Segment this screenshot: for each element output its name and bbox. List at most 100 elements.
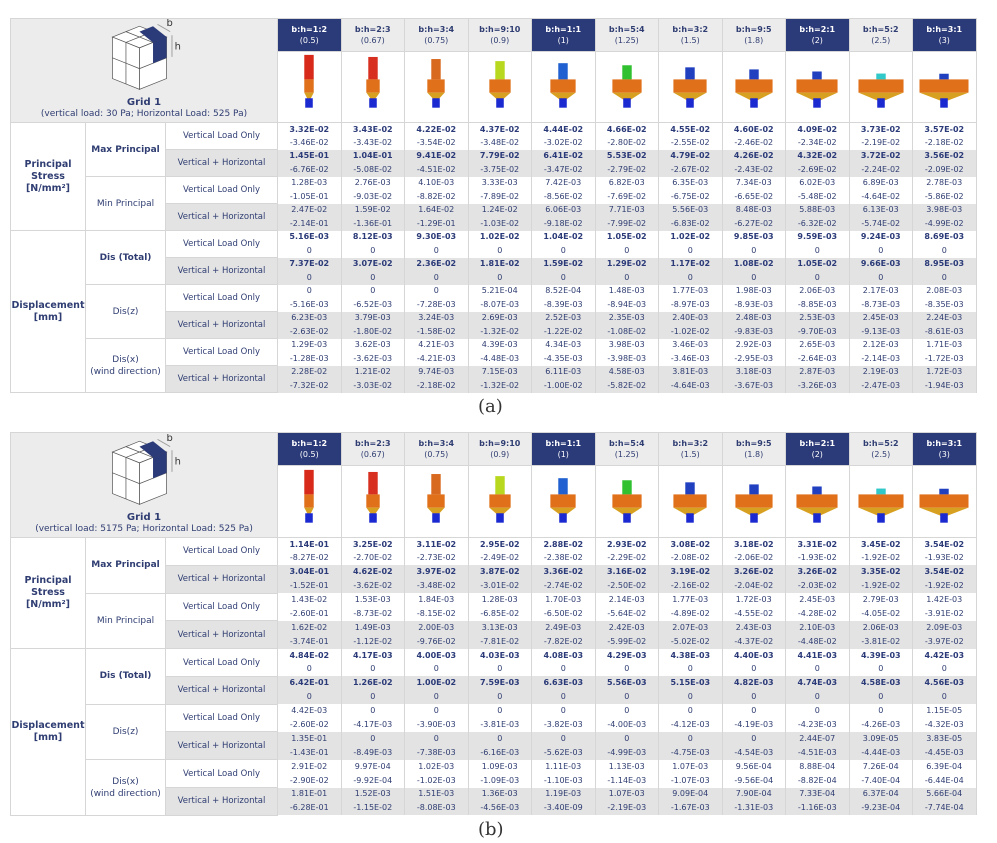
load-type-label: Vertical Load Only — [164, 537, 279, 566]
group-name: Displacement — [11, 719, 85, 731]
data-row: Min Principal Vertical Load Only 1.28E-03 2… — [11, 176, 977, 231]
ratio-value: (0.5) — [299, 35, 319, 45]
metric-name: Dis (Total) — [99, 671, 152, 682]
ratio-label: b:h=2:3 — [354, 24, 391, 34]
load-type-label: Vertical + Horizontal — [165, 149, 278, 177]
min-value-cell: 0 — [340, 244, 405, 258]
max-value-cell: 4.00E-03 — [404, 648, 469, 663]
column-header: b:h=2:1 (2) — [785, 432, 850, 466]
max-value-cell: 1.02E-02 — [467, 230, 532, 244]
min-value-cell: -1.93E-02 — [912, 551, 977, 566]
min-value-cell: -7.28E-03 — [404, 298, 469, 312]
min-value-cell: 0 — [531, 662, 596, 677]
max-value-cell: 2.45E-03 — [785, 593, 850, 607]
column-header: b:h=3:4 (0.75) — [404, 18, 469, 52]
min-value-cell: -6.27E-02 — [721, 217, 786, 231]
max-value-cell: 0 — [404, 731, 469, 746]
load-type-label: Vertical Load Only — [165, 284, 278, 312]
max-value-cell: 2.91E-02 — [277, 759, 342, 774]
max-value-cell: 4.03E-03 — [467, 648, 533, 663]
max-value-cell: 2.92E-03 — [721, 338, 786, 352]
column-header: b:h=3:2 (1.5) — [658, 432, 723, 466]
max-value-cell: 9.41E-02 — [404, 149, 469, 163]
max-value-cell: 2.65E-03 — [785, 338, 850, 352]
load-note: (vertical load: 5175 Pa; Horizontal Load… — [35, 524, 253, 534]
max-value-cell: 9.24E-03 — [848, 230, 913, 244]
min-value-cell: -1.09E-03 — [467, 773, 533, 788]
group-unit: [N/mm²] — [25, 599, 71, 611]
model-image — [912, 465, 977, 538]
min-value-cell: -5.99E-02 — [594, 634, 660, 649]
ratio-value: (1.8) — [744, 450, 764, 459]
min-value-cell: -5.64E-02 — [594, 606, 660, 621]
max-value-cell: 7.71E-03 — [594, 203, 659, 217]
min-value-cell: -9.03E-02 — [340, 190, 405, 204]
data-row: Vertical + Horizontal 2.47E-02 1.59E-02 1.6… — [11, 203, 977, 231]
min-value-cell: 0 — [658, 662, 723, 677]
max-value-cell: 1.77E-03 — [658, 593, 723, 607]
column-header: b:h=5:2 (2.5) — [848, 18, 913, 52]
column-header: b:h=1:2 (0.5) — [277, 18, 342, 52]
model-image — [594, 50, 659, 124]
max-value-cell: 0 — [848, 704, 914, 719]
max-value-cell: 1.17E-02 — [658, 257, 723, 271]
max-value-cell: 1.42E-03 — [912, 593, 977, 607]
min-value-cell: -4.05E-02 — [848, 606, 914, 621]
min-value-cell: 0 — [912, 662, 977, 677]
column-header: b:h=5:4 (1.25) — [594, 432, 660, 466]
max-value-cell: 9.85E-03 — [721, 230, 786, 244]
min-value-cell: -8.82E-02 — [404, 190, 469, 204]
min-value-cell: -4.99E-03 — [594, 745, 660, 760]
max-value-cell: 7.15E-03 — [467, 365, 532, 379]
max-value-cell: 3.73E-02 — [848, 122, 913, 136]
min-value-cell: 0 — [404, 271, 469, 285]
min-value-cell: -3.48E-02 — [404, 579, 469, 594]
model-image — [721, 465, 787, 538]
model-image — [531, 465, 596, 538]
ratio-value: (3) — [938, 450, 950, 459]
min-value-cell: 0 — [785, 690, 850, 705]
max-value-cell: 0 — [467, 731, 533, 746]
min-value-cell: -4.89E-02 — [658, 606, 723, 621]
min-value-cell: 0 — [594, 662, 660, 677]
max-value-cell: 1.48E-03 — [594, 284, 659, 298]
min-value-cell: 0 — [658, 244, 723, 258]
metric-name: Dis(z) — [112, 306, 139, 317]
metric-label: Min Principal — [85, 592, 166, 650]
load-type-label: Vertical + Horizontal — [164, 731, 279, 761]
cube-b-label: b — [167, 434, 173, 444]
min-value-cell: -8.94E-03 — [594, 298, 659, 312]
max-value-cell: 1.28E-03 — [467, 593, 533, 607]
max-value-cell: 2.48E-03 — [721, 311, 786, 325]
min-value-cell: -1.00E-02 — [531, 379, 596, 393]
max-value-cell: 2.45E-03 — [848, 311, 913, 325]
min-value-cell: -4.48E-02 — [785, 634, 850, 649]
max-value-cell: 2.88E-02 — [531, 537, 596, 552]
max-value-cell: 1.51E-03 — [404, 787, 469, 802]
max-value-cell: 2.40E-03 — [658, 311, 723, 325]
max-value-cell: 3.56E-02 — [912, 149, 977, 163]
grid-title: Grid 1 — [126, 97, 162, 108]
data-row: -2.90E-02 -9.92E-04 -1.02E-03 -1.09E-03 -1.1… — [11, 773, 977, 788]
data-row: -3.46E-02 -3.43E-02 -3.54E-02 -3.48E-02 -3.0… — [11, 136, 977, 150]
min-value-cell: -6.85E-02 — [467, 606, 533, 621]
max-value-cell: 1.11E-03 — [531, 759, 596, 774]
data-row: -2.60E-01 -8.73E-02 -8.15E-02 -6.85E-02 -6.5… — [11, 606, 977, 621]
metric-label: Dis(x) (wind direction) — [85, 338, 166, 393]
metric-sub: (wind direction) — [90, 788, 161, 799]
stress-model-icon — [304, 54, 314, 108]
min-value-cell: -6.28E-01 — [277, 801, 342, 816]
max-value-cell: 1.62E-02 — [277, 620, 342, 635]
group-label: Displacement [mm] — [10, 230, 86, 393]
min-value-cell: -2.70E-02 — [340, 551, 406, 566]
min-value-cell: -1.92E-02 — [848, 551, 914, 566]
max-value-cell: 3.98E-03 — [594, 338, 659, 352]
min-value-cell: -1.14E-03 — [594, 773, 660, 788]
grid-title: Grid 1 — [126, 512, 162, 523]
stress-model-icon — [919, 73, 969, 108]
ratio-value: (1.5) — [680, 450, 700, 459]
stress-model-icon — [735, 483, 773, 523]
min-value-cell: -4.00E-03 — [594, 718, 660, 732]
ratio-label: b:h=5:4 — [608, 24, 645, 34]
